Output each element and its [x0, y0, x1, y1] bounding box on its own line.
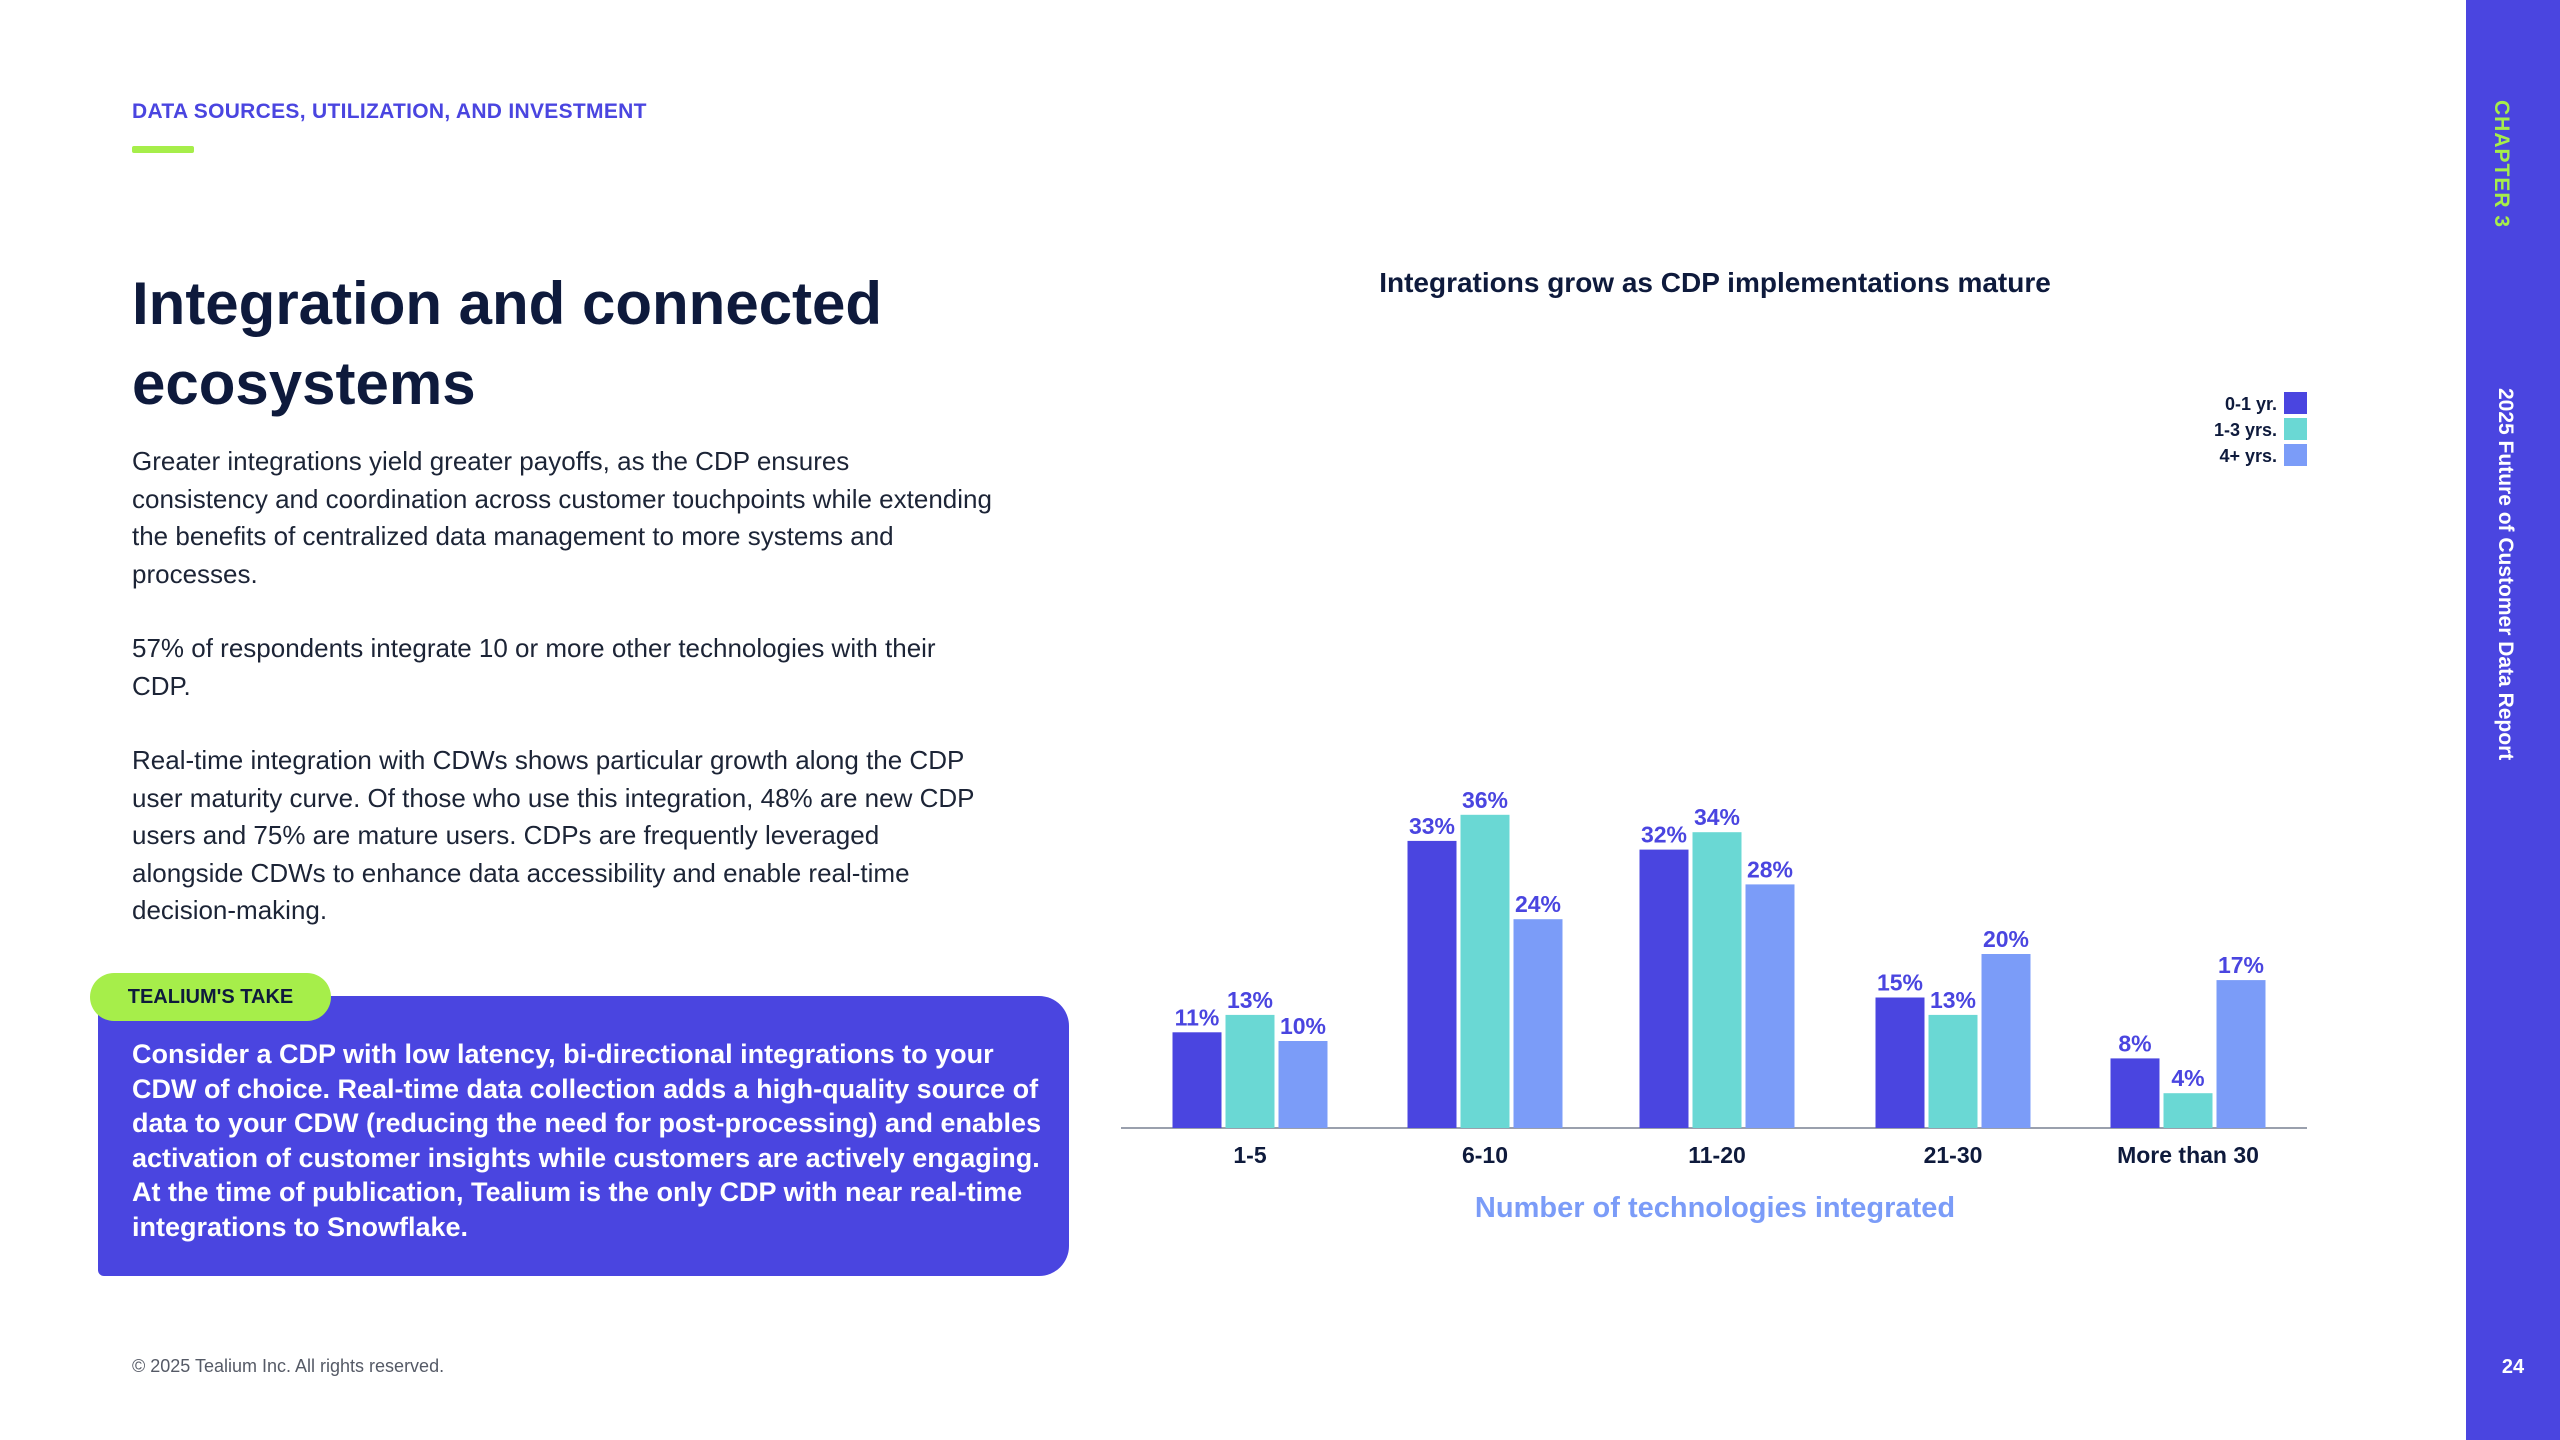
data-label: 10% [1280, 1013, 1326, 1039]
take-card [98, 996, 1069, 1276]
bar-21-30-1 [1875, 997, 1925, 1128]
data-label: 24% [1515, 891, 1561, 917]
section-label: DATA SOURCES, UTILIZATION, AND INVESTMEN… [132, 100, 647, 123]
bar-1-5-3 [1278, 1041, 1328, 1128]
data-label: 36% [1462, 787, 1508, 813]
bar-1-5-2 [1225, 1014, 1275, 1128]
data-label: 28% [1747, 856, 1793, 882]
x-tick-label: 1-5 [1233, 1142, 1266, 1168]
bar-more-than-30-3 [2216, 980, 2266, 1128]
bar-11-20-1 [1639, 849, 1689, 1128]
chart: Integrations grow as CDP implementations… [1121, 267, 2307, 1224]
bar-more-than-30-1 [2110, 1058, 2160, 1128]
bar-1-5-1 [1172, 1032, 1222, 1128]
x-tick-label: More than 30 [2117, 1142, 2259, 1168]
data-label: 8% [2118, 1030, 2151, 1056]
legend-label: 0-1 yr. [2225, 394, 2277, 414]
right-sidebar-band [2466, 0, 2560, 1440]
take-label: TEALIUM'S TAKE [90, 973, 331, 1021]
bar-21-30-2 [1928, 1014, 1978, 1128]
data-label: 13% [1930, 987, 1976, 1013]
page-number: 24 [2501, 1356, 2525, 1378]
data-label: 34% [1694, 804, 1740, 830]
data-label: 11% [1175, 1004, 1220, 1030]
chart-title: Integrations grow as CDP implementations… [1379, 267, 2051, 298]
legend-swatch [2284, 392, 2307, 414]
copyright: © 2025 Tealium Inc. All rights reserved. [132, 1356, 445, 1376]
legend-label: 1-3 yrs. [2214, 420, 2277, 440]
body-paragraph-3: Real-time integration with CDWs shows pa… [132, 745, 975, 925]
bar-6-10-1 [1407, 840, 1457, 1128]
data-label: 15% [1877, 970, 1923, 996]
data-label: 33% [1409, 813, 1455, 839]
data-label: 17% [2218, 952, 2264, 978]
take-text: Consider a CDP with low latency, bi-dire… [132, 1039, 1042, 1242]
data-label: 13% [1227, 987, 1273, 1013]
bar-6-10-3 [1513, 919, 1563, 1128]
x-tick-label: 11-20 [1688, 1142, 1746, 1168]
section-underline [132, 146, 194, 153]
bar-6-10-2 [1460, 814, 1510, 1128]
x-tick-label: 21-30 [1924, 1142, 1983, 1168]
legend-swatch [2284, 418, 2307, 440]
bar-more-than-30-2 [2163, 1093, 2213, 1128]
bar-11-20-2 [1692, 832, 1742, 1128]
report-title: 2025 Future of Customer Data Report [2494, 388, 2517, 761]
x-tick-label: 6-10 [1462, 1142, 1508, 1168]
page-title: Integration and connected ecosystems [132, 270, 883, 417]
legend-swatch [2284, 444, 2307, 466]
bar-21-30-3 [1981, 954, 2031, 1128]
body-paragraph-1: Greater integrations yield greater payof… [132, 446, 992, 589]
body-paragraph-2: 57% of respondents integrate 10 or more … [132, 633, 936, 701]
legend-label: 4+ yrs. [2219, 446, 2277, 466]
data-label: 32% [1641, 822, 1687, 848]
data-label: 20% [1983, 926, 2029, 952]
bar-11-20-3 [1745, 884, 1795, 1128]
x-axis-title: Number of technologies integrated [1475, 1192, 1955, 1224]
chapter-label: CHAPTER 3 [2490, 100, 2513, 229]
data-label: 4% [2171, 1065, 2204, 1091]
